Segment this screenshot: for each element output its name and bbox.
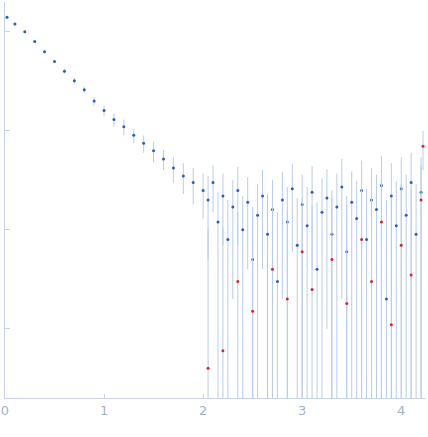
svg-text:4: 4 xyxy=(397,403,405,418)
svg-text:1: 1 xyxy=(100,403,108,418)
svg-text:2: 2 xyxy=(199,403,207,418)
svg-text:0: 0 xyxy=(1,403,9,418)
svg-text:3: 3 xyxy=(298,403,306,418)
